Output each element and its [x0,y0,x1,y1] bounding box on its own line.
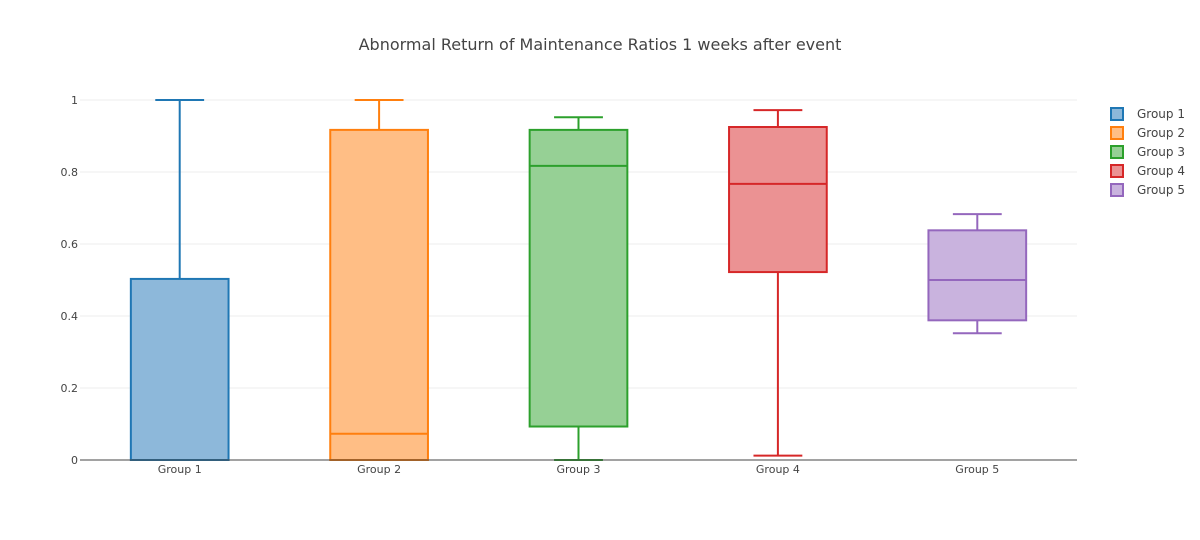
box-4[interactable] [728,109,828,457]
legend-swatch [1110,183,1124,197]
legend-item[interactable]: Group 2 [1110,126,1185,140]
legend-item[interactable]: Group 3 [1110,145,1185,159]
legend-swatch [1110,164,1124,178]
box-5[interactable] [927,213,1028,335]
legend-swatch [1110,145,1124,159]
iqr-box [129,277,230,462]
box-1[interactable] [129,99,230,462]
y-tick-label: 0 [71,454,78,467]
boxes [129,99,1028,462]
y-tick-label: 0.8 [61,166,79,179]
box-2[interactable] [329,99,429,461]
y-tick-label: 0.2 [61,382,79,395]
iqr-box [927,229,1028,322]
x-axis-ticks: Group 1 Group 2 Group 3 Group 4 Group 5 [158,463,1000,476]
iqr-box [329,128,429,461]
iqr-box [728,126,828,274]
legend-label: Group 3 [1137,145,1185,159]
y-tick-label: 0.6 [61,238,79,251]
legend-swatch [1110,126,1124,140]
box-3[interactable] [528,116,629,461]
iqr-box [528,128,629,428]
x-tick-label: Group 1 [158,463,202,476]
y-tick-label: 0.4 [61,310,79,323]
legend-label: Group 5 [1137,183,1185,197]
legend[interactable]: Group 1 Group 2 Group 3 Group 4 Group 5 [1110,107,1185,197]
legend-swatch [1110,107,1124,121]
legend-item[interactable]: Group 1 [1110,107,1185,121]
x-tick-label: Group 4 [756,463,800,476]
x-tick-label: Group 2 [357,463,401,476]
legend-item[interactable]: Group 5 [1110,183,1185,197]
legend-label: Group 4 [1137,164,1185,178]
legend-label: Group 2 [1137,126,1185,140]
x-tick-label: Group 3 [557,463,601,476]
legend-item[interactable]: Group 4 [1110,164,1185,178]
x-tick-label: Group 5 [955,463,999,476]
y-axis-ticks: 0 0.2 0.4 0.6 0.8 1 [61,94,79,467]
legend-label: Group 1 [1137,107,1185,121]
y-tick-label: 1 [71,94,78,107]
chart-title: Abnormal Return of Maintenance Ratios 1 … [359,35,842,54]
